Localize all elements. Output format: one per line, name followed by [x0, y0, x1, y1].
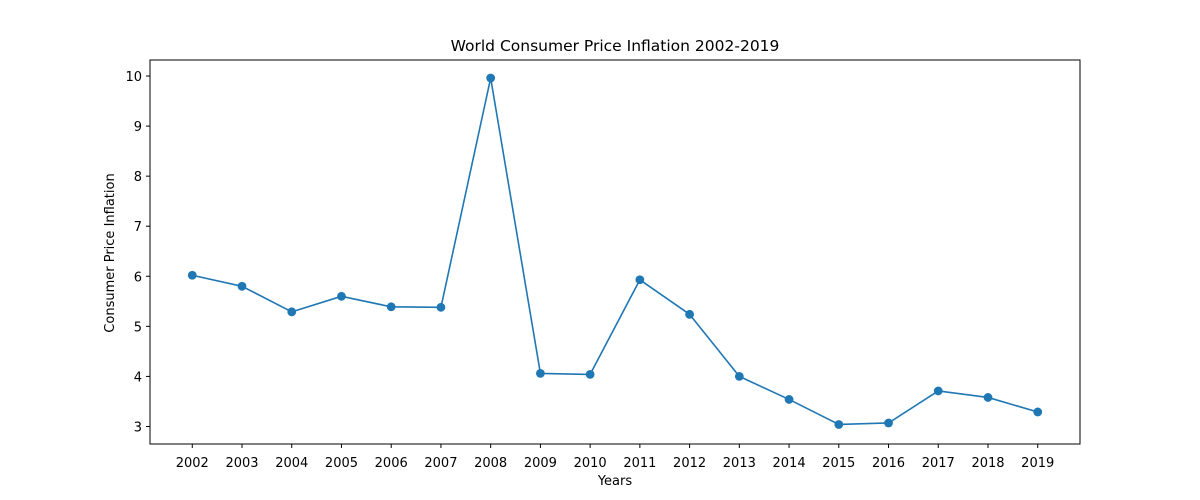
y-tick-label-7: 7 — [134, 220, 142, 235]
x-tick-label-2007: 2007 — [424, 456, 457, 471]
x-tick-label-2013: 2013 — [723, 456, 756, 471]
data-point-2015 — [834, 420, 844, 429]
x-axis-label: Years — [597, 474, 633, 489]
data-point-2017 — [933, 386, 943, 396]
chart-title: World Consumer Price Inflation 2002-2019 — [451, 37, 780, 55]
x-tick-label-2011: 2011 — [623, 456, 656, 471]
y-tick-label-4: 4 — [134, 370, 142, 385]
x-tick-label-2006: 2006 — [375, 456, 408, 471]
x-tick-label-2018: 2018 — [971, 456, 1004, 471]
y-tick-label-5: 5 — [134, 320, 142, 335]
x-tick-label-2002: 2002 — [176, 456, 209, 471]
data-point-2004 — [287, 307, 297, 317]
data-point-2012 — [685, 309, 694, 319]
x-tick-label-2004: 2004 — [275, 456, 308, 471]
y-tick-label-3: 3 — [134, 420, 142, 435]
data-point-2018 — [983, 393, 993, 402]
x-tick-label-2010: 2010 — [574, 456, 607, 471]
x-tick-label-2016: 2016 — [872, 456, 905, 471]
data-point-2009 — [536, 369, 545, 378]
x-tick-label-2015: 2015 — [822, 456, 855, 471]
x-tick-label-2008: 2008 — [474, 456, 507, 471]
data-point-2006 — [386, 302, 396, 312]
y-tick-label-8: 8 — [134, 170, 142, 185]
y-tick-label-10: 10 — [125, 70, 142, 85]
data-point-2011 — [635, 275, 645, 285]
x-tick-label-2005: 2005 — [325, 456, 358, 471]
data-point-2005 — [337, 291, 346, 301]
data-point-2008 — [486, 73, 496, 83]
x-tick-label-2017: 2017 — [922, 456, 955, 471]
y-tick-label-6: 6 — [134, 270, 142, 285]
data-point-2010 — [585, 370, 595, 379]
x-tick-label-2003: 2003 — [225, 456, 258, 471]
x-tick-label-2019: 2019 — [1021, 456, 1054, 471]
data-point-2002 — [187, 270, 197, 280]
series-line-0 — [192, 77, 1038, 426]
x-tick-label-2009: 2009 — [524, 456, 557, 471]
data-point-2016 — [884, 418, 893, 428]
plot-frame — [149, 59, 1081, 445]
plot-area: 2002 2003 2004 2005 2006 2007 2008 2009 2010 2011… — [125, 59, 1081, 471]
y-tick-label-9: 9 — [134, 120, 142, 135]
x-tick-label-2012: 2012 — [673, 456, 706, 471]
data-point-2003 — [237, 281, 247, 291]
data-point-2014 — [784, 395, 794, 404]
data-point-2007 — [436, 302, 446, 312]
y-axis-label: Consumer Price Inflation — [103, 173, 118, 332]
x-tick-label-2014: 2014 — [773, 456, 806, 471]
data-point-2019 — [1033, 407, 1043, 417]
data-point-2013 — [734, 372, 744, 381]
